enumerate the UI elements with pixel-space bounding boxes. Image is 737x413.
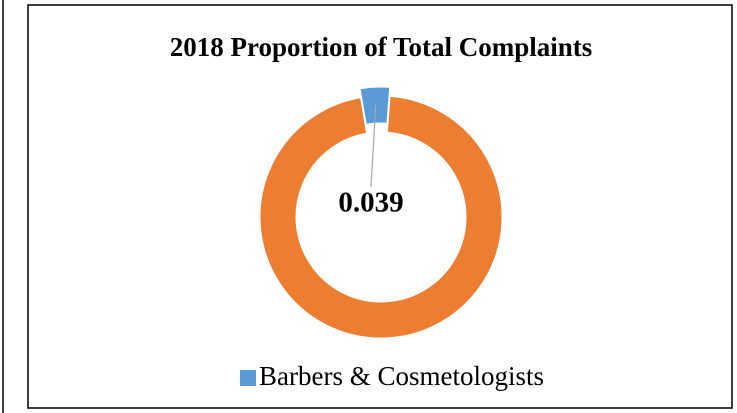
donut-slice (259, 95, 503, 339)
chart-frame (27, 4, 733, 409)
legend-swatch (240, 370, 256, 386)
legend-label: Barbers & Cosmetologists (259, 361, 544, 391)
donut-slice (359, 86, 391, 125)
chart-title: 2018 Proportion of Total Complaints (170, 32, 593, 62)
leader-line (370, 105, 377, 188)
data-label: 0.039 (338, 187, 403, 219)
